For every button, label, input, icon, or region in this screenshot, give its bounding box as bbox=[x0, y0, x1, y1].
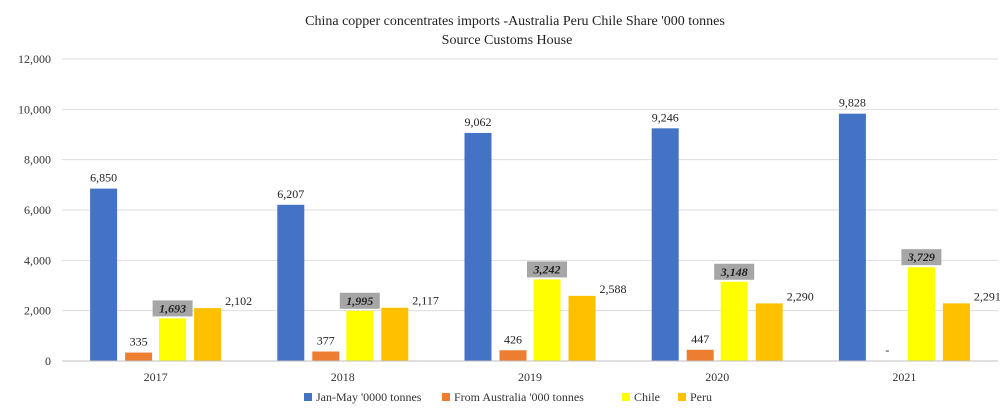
bar bbox=[568, 295, 596, 361]
data-label: 1,693 bbox=[159, 301, 186, 315]
bar bbox=[907, 267, 935, 361]
x-tick-label: 2018 bbox=[331, 370, 355, 384]
y-tick-label: 10,000 bbox=[18, 102, 51, 116]
legend-swatch bbox=[304, 393, 312, 401]
data-label-background bbox=[152, 300, 193, 317]
legend-label: Jan-May '0000 tonnes bbox=[316, 390, 422, 404]
data-label: 2,290 bbox=[787, 289, 814, 303]
x-tick-label: 2020 bbox=[705, 370, 729, 384]
bar bbox=[533, 279, 561, 361]
x-axis-layer: 2017 2018 2019 2020 2021 bbox=[62, 360, 998, 384]
data-label: 2,102 bbox=[225, 294, 252, 308]
x-tick-label: 2019 bbox=[518, 370, 542, 384]
legend-swatch bbox=[622, 393, 630, 401]
bar bbox=[346, 310, 374, 361]
bar bbox=[942, 303, 970, 361]
data-label: 2,117 bbox=[412, 294, 439, 308]
chart-title: China copper concentrates imports -Austr… bbox=[305, 14, 725, 29]
bars-layer bbox=[90, 113, 970, 361]
data-label: 3,729 bbox=[907, 250, 935, 264]
data-label: - bbox=[885, 343, 889, 357]
legend-label: From Australia '000 tonnes bbox=[454, 390, 584, 404]
legend-swatch bbox=[678, 393, 686, 401]
data-label: 2,291 bbox=[974, 289, 1001, 303]
data-label-background bbox=[714, 263, 755, 280]
bar bbox=[90, 188, 118, 361]
x-tick-label: 2021 bbox=[892, 370, 916, 384]
data-labels-layer: 6,850 335 1,693 2,102 6,207 377 1,995 2,117 9,06… bbox=[90, 96, 1001, 357]
bar bbox=[464, 132, 492, 361]
data-label-background bbox=[527, 261, 567, 278]
y-tick-label: 6,000 bbox=[24, 203, 51, 217]
y-tick-label: 12,000 bbox=[18, 52, 51, 66]
data-label: 426 bbox=[504, 332, 522, 346]
data-label: 6,850 bbox=[90, 171, 117, 185]
bar bbox=[159, 318, 187, 361]
data-label: 335 bbox=[130, 335, 148, 349]
legend-swatch bbox=[442, 393, 450, 401]
data-label: 3,148 bbox=[720, 265, 748, 279]
data-label: 2,588 bbox=[600, 282, 627, 296]
data-label: 9,062 bbox=[465, 115, 492, 129]
data-label: 9,246 bbox=[652, 110, 679, 124]
bar bbox=[755, 303, 783, 361]
bar bbox=[277, 204, 305, 361]
chart-subtitle: Source Customs House bbox=[442, 33, 573, 48]
legend: Jan-May '0000 tonnes From Australia '000 … bbox=[304, 390, 712, 404]
data-label: 377 bbox=[317, 334, 335, 348]
x-tick-label: 2017 bbox=[144, 370, 168, 384]
bar bbox=[838, 113, 866, 361]
bar bbox=[720, 281, 748, 361]
data-label: 9,828 bbox=[839, 96, 866, 110]
bar bbox=[125, 352, 153, 361]
data-label-background bbox=[339, 292, 380, 309]
legend-label: Chile bbox=[634, 390, 660, 404]
y-tick-label: 0 bbox=[45, 354, 51, 368]
y-tick-label: 8,000 bbox=[24, 153, 51, 167]
data-label: 6,207 bbox=[277, 187, 304, 201]
data-label: 447 bbox=[691, 332, 709, 346]
bar bbox=[651, 128, 679, 361]
bar bbox=[312, 351, 340, 361]
bar bbox=[499, 350, 527, 361]
bar bbox=[686, 349, 714, 361]
bar bbox=[194, 308, 222, 361]
data-label: 3,242 bbox=[533, 262, 561, 276]
y-tick-label: 2,000 bbox=[24, 304, 51, 318]
data-label: 1,995 bbox=[346, 294, 373, 308]
y-tick-label: 4,000 bbox=[24, 253, 51, 267]
bar bbox=[381, 307, 409, 361]
legend-label: Peru bbox=[690, 390, 712, 404]
data-label-background bbox=[901, 249, 942, 266]
